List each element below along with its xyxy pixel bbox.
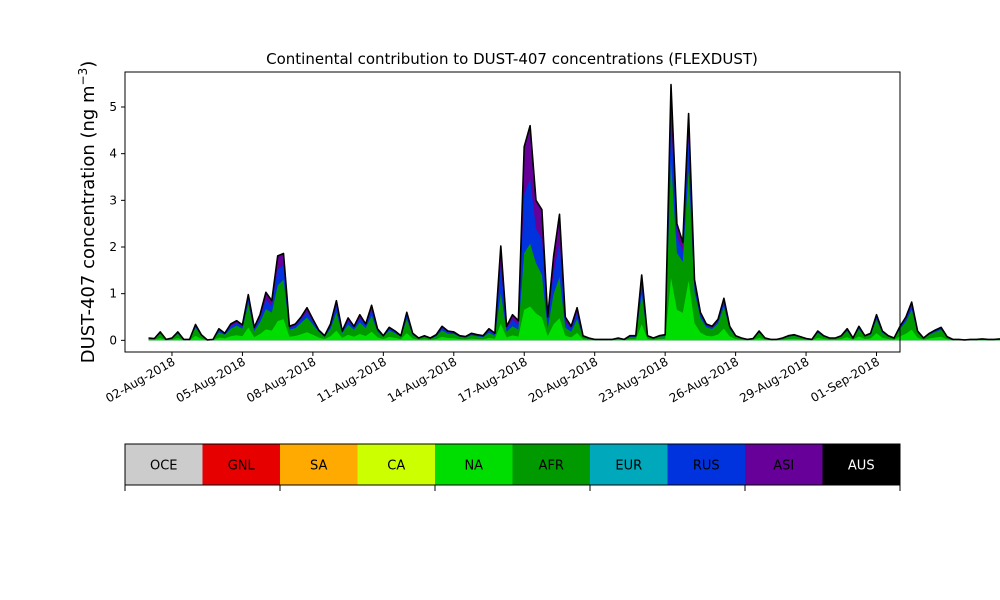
- legend-swatch: [435, 444, 513, 485]
- legend-label: GNL: [228, 459, 256, 474]
- legend-label: OCE: [150, 459, 178, 474]
- y-tick-label: 1: [109, 287, 117, 301]
- y-tick-label: 5: [109, 100, 117, 114]
- area-afr: [148, 161, 1000, 341]
- area-na: [148, 277, 1000, 341]
- y-tick-label: 0: [109, 333, 117, 347]
- legend-swatch: [280, 444, 358, 485]
- y-axis-label: DUST-407 concentration (ng m−3): [76, 61, 99, 364]
- y-tick-label: 2: [109, 240, 117, 254]
- legend-label: CA: [387, 459, 405, 474]
- x-tick-label: 02-Aug-2018: [103, 354, 177, 405]
- legend-swatch: [667, 444, 745, 485]
- legend-label: NA: [464, 459, 483, 474]
- plot-area: [148, 83, 1000, 341]
- x-tick-label: 11-Aug-2018: [315, 354, 389, 405]
- plot-frame: [124, 71, 901, 353]
- legend-label: AUS: [848, 459, 875, 474]
- legend-swatch: [202, 444, 280, 485]
- y-tick-label: 3: [109, 193, 117, 207]
- legend-swatch: [822, 444, 900, 485]
- area-aus-line: [148, 83, 1000, 341]
- x-tick-label: 17-Aug-2018: [456, 354, 530, 405]
- legend-frame: [124, 443, 901, 486]
- x-tick-label: 29-Aug-2018: [737, 354, 811, 405]
- legend-label: SA: [310, 459, 327, 474]
- legend-swatch: [357, 444, 435, 485]
- x-tick-label: 01-Sep-2018: [808, 354, 882, 405]
- legend: OCE GNL SA CA NA AFR EUR RUS ASI AUS: [124, 443, 901, 491]
- x-tick-label: 05-Aug-2018: [174, 354, 248, 405]
- y-axis: 0 1 2 3 4 5: [109, 100, 125, 347]
- legend-swatch: [512, 444, 590, 485]
- x-tick-label: 08-Aug-2018: [244, 354, 318, 405]
- legend-swatch: [125, 444, 203, 485]
- chart-title: Continental contribution to DUST-407 con…: [266, 50, 758, 68]
- legend-label: EUR: [615, 459, 642, 474]
- x-axis: 02-Aug-201805-Aug-201808-Aug-201811-Aug-…: [103, 352, 882, 405]
- x-tick-label: 26-Aug-2018: [667, 354, 741, 405]
- legend-swatch: [745, 444, 823, 485]
- y-tick-label: 4: [109, 147, 117, 161]
- x-tick-label: 14-Aug-2018: [385, 354, 459, 405]
- x-tick-label: 23-Aug-2018: [596, 354, 670, 405]
- legend-swatch: [590, 444, 668, 485]
- legend-label: RUS: [693, 459, 720, 474]
- x-tick-label: 20-Aug-2018: [526, 354, 600, 405]
- legend-label: ASI: [773, 459, 794, 474]
- legend-label: AFR: [539, 459, 564, 474]
